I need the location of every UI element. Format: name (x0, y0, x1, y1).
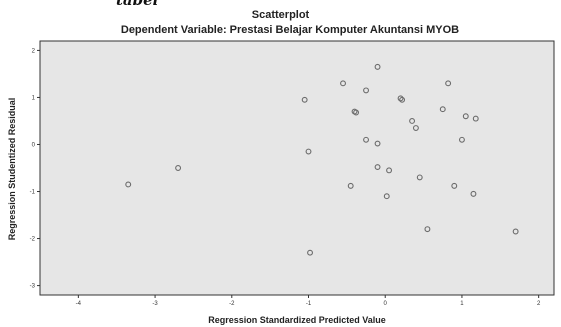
y-tick-label: 2 (32, 48, 36, 54)
data-point (347, 182, 354, 189)
data-point (458, 136, 465, 143)
data-point (307, 249, 313, 256)
data-point (512, 228, 519, 235)
data-point (470, 190, 477, 197)
data-point (451, 182, 458, 189)
data-point (363, 87, 369, 94)
chart-title: Scatterplot (251, 9, 310, 21)
data-point (175, 165, 182, 171)
y-tick-label: 0 (32, 142, 36, 148)
data-point (383, 193, 390, 200)
plot-area (39, 40, 555, 296)
data-point (399, 96, 406, 103)
data-point (439, 106, 446, 113)
x-tick-label: 0 (384, 301, 388, 307)
x-tick-label: -3 (152, 301, 158, 307)
data-point (424, 226, 431, 233)
data-point (416, 174, 423, 181)
data-point (305, 148, 312, 155)
data-point (353, 109, 360, 116)
data-point (462, 113, 469, 120)
data-point (409, 118, 416, 124)
y-tick-label: -1 (30, 190, 36, 196)
x-tick-label: 2 (537, 301, 541, 307)
x-axis-label: Regression Standardized Predicted Value (208, 315, 386, 325)
data-point (397, 95, 404, 102)
y-tick-label: -3 (30, 284, 36, 290)
chart-subtitle: Dependent Variable: Prestasi Belajar Kom… (120, 24, 460, 36)
x-tick-label: -1 (306, 301, 312, 307)
y-tick-label: -2 (30, 237, 36, 243)
partial-heading-text: tabel (116, 0, 196, 5)
x-tick-label: 1 (460, 301, 464, 307)
axis-ticks: -4 -3 -2 -1 0 1 2 -3 -2 -1 0 1 2 (30, 48, 541, 307)
data-point (386, 167, 393, 174)
y-axis-label: Regression Studentized Residual (7, 97, 17, 241)
x-tick-label: -4 (76, 301, 82, 307)
data-point (412, 125, 419, 131)
x-tick-label: -2 (229, 301, 235, 307)
data-point (374, 140, 381, 147)
data-point (374, 164, 381, 171)
data-point (472, 115, 479, 122)
data-point (340, 80, 346, 87)
data-point (445, 80, 452, 87)
y-tick-label: 1 (32, 95, 36, 101)
data-point (125, 181, 132, 188)
data-point (301, 96, 308, 103)
data-point (374, 63, 381, 70)
data-points (125, 63, 519, 256)
data-point (363, 136, 369, 143)
